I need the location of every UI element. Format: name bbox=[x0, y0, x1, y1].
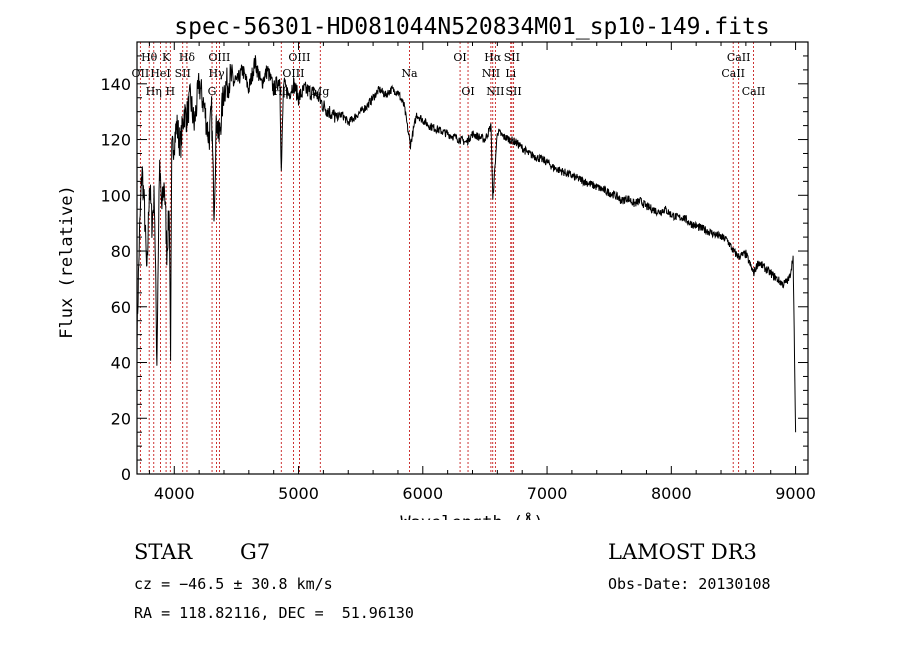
spectral-line-label: NII bbox=[486, 85, 504, 98]
x-tick-label: 8000 bbox=[651, 484, 692, 503]
spectral-line-label: CaII bbox=[721, 67, 745, 80]
subclass: G7 bbox=[240, 540, 271, 564]
survey-name: LAMOST DR3 bbox=[608, 540, 757, 564]
y-tick-label: 140 bbox=[100, 75, 131, 94]
y-axis-label: Flux (relative) bbox=[57, 185, 77, 339]
x-tick-label: 5000 bbox=[278, 484, 319, 503]
x-axis-label: Wavelength (Å) bbox=[400, 511, 543, 520]
spectral-line-label: OIII bbox=[288, 51, 310, 64]
y-tick-label: 100 bbox=[100, 186, 131, 205]
y-tick-label: 0 bbox=[121, 465, 131, 484]
spectral-line-label: SII bbox=[504, 51, 520, 64]
spectral-line-label: CaII bbox=[742, 85, 766, 98]
y-tick-label: 40 bbox=[111, 354, 131, 373]
spectrum-chart: spec-56301-HD081044N520834M01_sp10-149.f… bbox=[57, 14, 816, 520]
observation-date: Obs-Date: 20130108 bbox=[608, 575, 771, 593]
x-tick-label: 4000 bbox=[154, 484, 195, 503]
spectral-line-label: Hη bbox=[146, 85, 162, 98]
spectral-line-label: Li bbox=[505, 67, 516, 80]
spectral-line-label: SII bbox=[175, 67, 191, 80]
y-tick-label: 120 bbox=[100, 131, 131, 150]
redshift-velocity: cz = −46.5 ± 30.8 km/s bbox=[134, 575, 333, 593]
x-tick-label: 7000 bbox=[527, 484, 568, 503]
y-tick-label: 60 bbox=[111, 298, 131, 317]
chart-title: spec-56301-HD081044N520834M01_sp10-149.f… bbox=[174, 14, 769, 40]
plot-frame bbox=[136, 41, 809, 475]
spectral-line-label: CaII bbox=[727, 51, 751, 64]
spectral-line-label: OIII bbox=[208, 51, 230, 64]
spectral-line-label: OIII bbox=[282, 67, 304, 80]
y-tick-label: 80 bbox=[111, 242, 131, 261]
sky-coordinates: RA = 118.82116, DEC = 51.96130 bbox=[134, 604, 414, 622]
spectral-line-label: HeI bbox=[150, 67, 170, 80]
y-tick-label: 20 bbox=[111, 409, 131, 428]
spectral-line-label: Hδ bbox=[179, 51, 196, 64]
spectral-line-label: H bbox=[166, 85, 176, 98]
spectral-line-label: OI bbox=[461, 85, 474, 98]
spectral-line-label: SII bbox=[506, 85, 522, 98]
spectral-line-label: Hθ bbox=[141, 51, 158, 64]
spectral-line-label: OI bbox=[453, 51, 466, 64]
spectral-line-label: K bbox=[162, 51, 171, 64]
object-type: STAR bbox=[134, 540, 193, 564]
flux-series-line bbox=[136, 55, 797, 433]
spectral-line-label: Hγ bbox=[208, 67, 225, 80]
spectral-line-label: Hα bbox=[484, 51, 502, 64]
spectral-line-label: Na bbox=[401, 67, 418, 80]
x-tick-label: 6000 bbox=[402, 484, 443, 503]
spectral-line-label: OII bbox=[131, 67, 149, 80]
spectral-line-label: G bbox=[208, 85, 217, 98]
x-tick-label: 9000 bbox=[775, 484, 816, 503]
spectral-line-label: NII bbox=[482, 67, 500, 80]
